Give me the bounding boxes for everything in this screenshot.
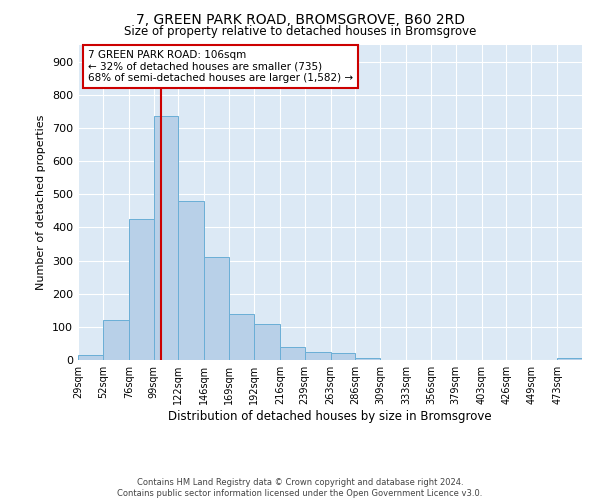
- Bar: [78, 355, 103, 360]
- Bar: [178, 201, 204, 360]
- Bar: [103, 320, 129, 360]
- Y-axis label: Number of detached properties: Number of detached properties: [37, 115, 46, 290]
- Bar: [331, 354, 355, 360]
- Text: 7, GREEN PARK ROAD, BROMSGROVE, B60 2RD: 7, GREEN PARK ROAD, BROMSGROVE, B60 2RD: [136, 12, 464, 26]
- Bar: [204, 257, 229, 360]
- Bar: [355, 358, 380, 360]
- Bar: [557, 358, 582, 360]
- Bar: [254, 324, 280, 360]
- Bar: [229, 314, 254, 360]
- X-axis label: Distribution of detached houses by size in Bromsgrove: Distribution of detached houses by size …: [168, 410, 492, 423]
- Bar: [280, 346, 305, 360]
- Bar: [305, 352, 331, 360]
- Bar: [154, 116, 178, 360]
- Text: Contains HM Land Registry data © Crown copyright and database right 2024.
Contai: Contains HM Land Registry data © Crown c…: [118, 478, 482, 498]
- Text: Size of property relative to detached houses in Bromsgrove: Size of property relative to detached ho…: [124, 25, 476, 38]
- Bar: [129, 219, 154, 360]
- Text: 7 GREEN PARK ROAD: 106sqm
← 32% of detached houses are smaller (735)
68% of semi: 7 GREEN PARK ROAD: 106sqm ← 32% of detac…: [88, 50, 353, 83]
